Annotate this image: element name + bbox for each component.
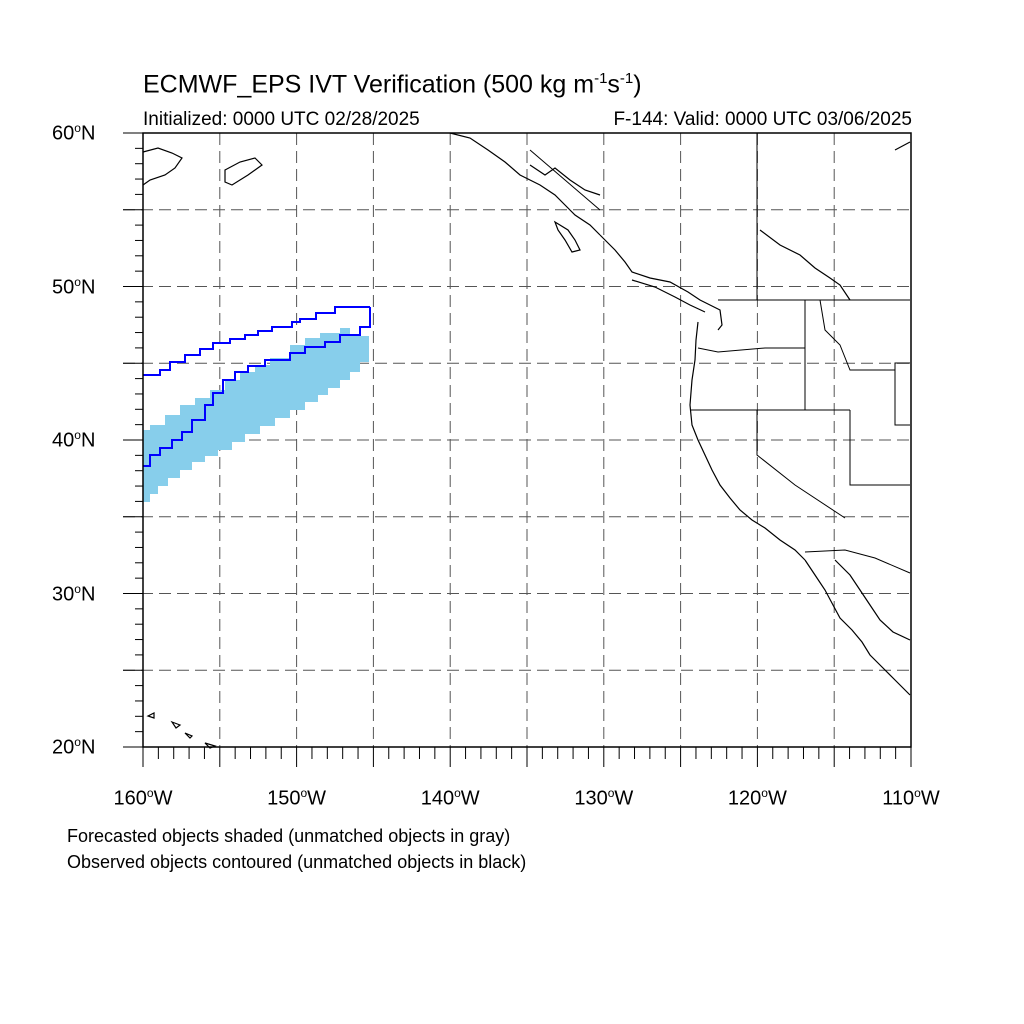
legend-observed-note: Observed objects contoured (unmatched ob…	[67, 852, 527, 872]
lat-tick-label: 50oN	[52, 274, 96, 299]
initialized-time: Initialized: 0000 UTC 02/28/2025	[143, 109, 420, 130]
lat-tick-label: 20oN	[52, 735, 96, 759]
lon-tick-label: 130oW	[574, 786, 634, 810]
observed-object-contour-south	[143, 307, 371, 467]
coastlines	[142, 132, 911, 749]
chart-title: ECMWF_EPS IVT Verification (500 kg m-1s-…	[143, 70, 642, 99]
forecast-object-shading	[143, 328, 369, 502]
political-borders	[529, 133, 911, 574]
lat-tick-label: 30oN	[52, 581, 96, 606]
lon-tick-label: 160oW	[113, 786, 173, 810]
lon-tick-label: 120oW	[727, 786, 787, 810]
lon-tick-label: 140oW	[420, 786, 480, 810]
legend-forecast-note: Forecasted objects shaded (unmatched obj…	[67, 826, 511, 846]
valid-time: F-144: Valid: 0000 UTC 03/06/2025	[613, 109, 912, 130]
lat-tick-label: 40oN	[52, 428, 96, 452]
lon-tick-label: 110oW	[882, 786, 940, 810]
lat-lon-grid	[123, 133, 911, 747]
axis-ticks	[123, 132, 912, 767]
lat-tick-label: 60oN	[52, 121, 96, 145]
lon-tick-label: 150oW	[267, 786, 327, 810]
observed-object-contour-north	[143, 306, 370, 376]
